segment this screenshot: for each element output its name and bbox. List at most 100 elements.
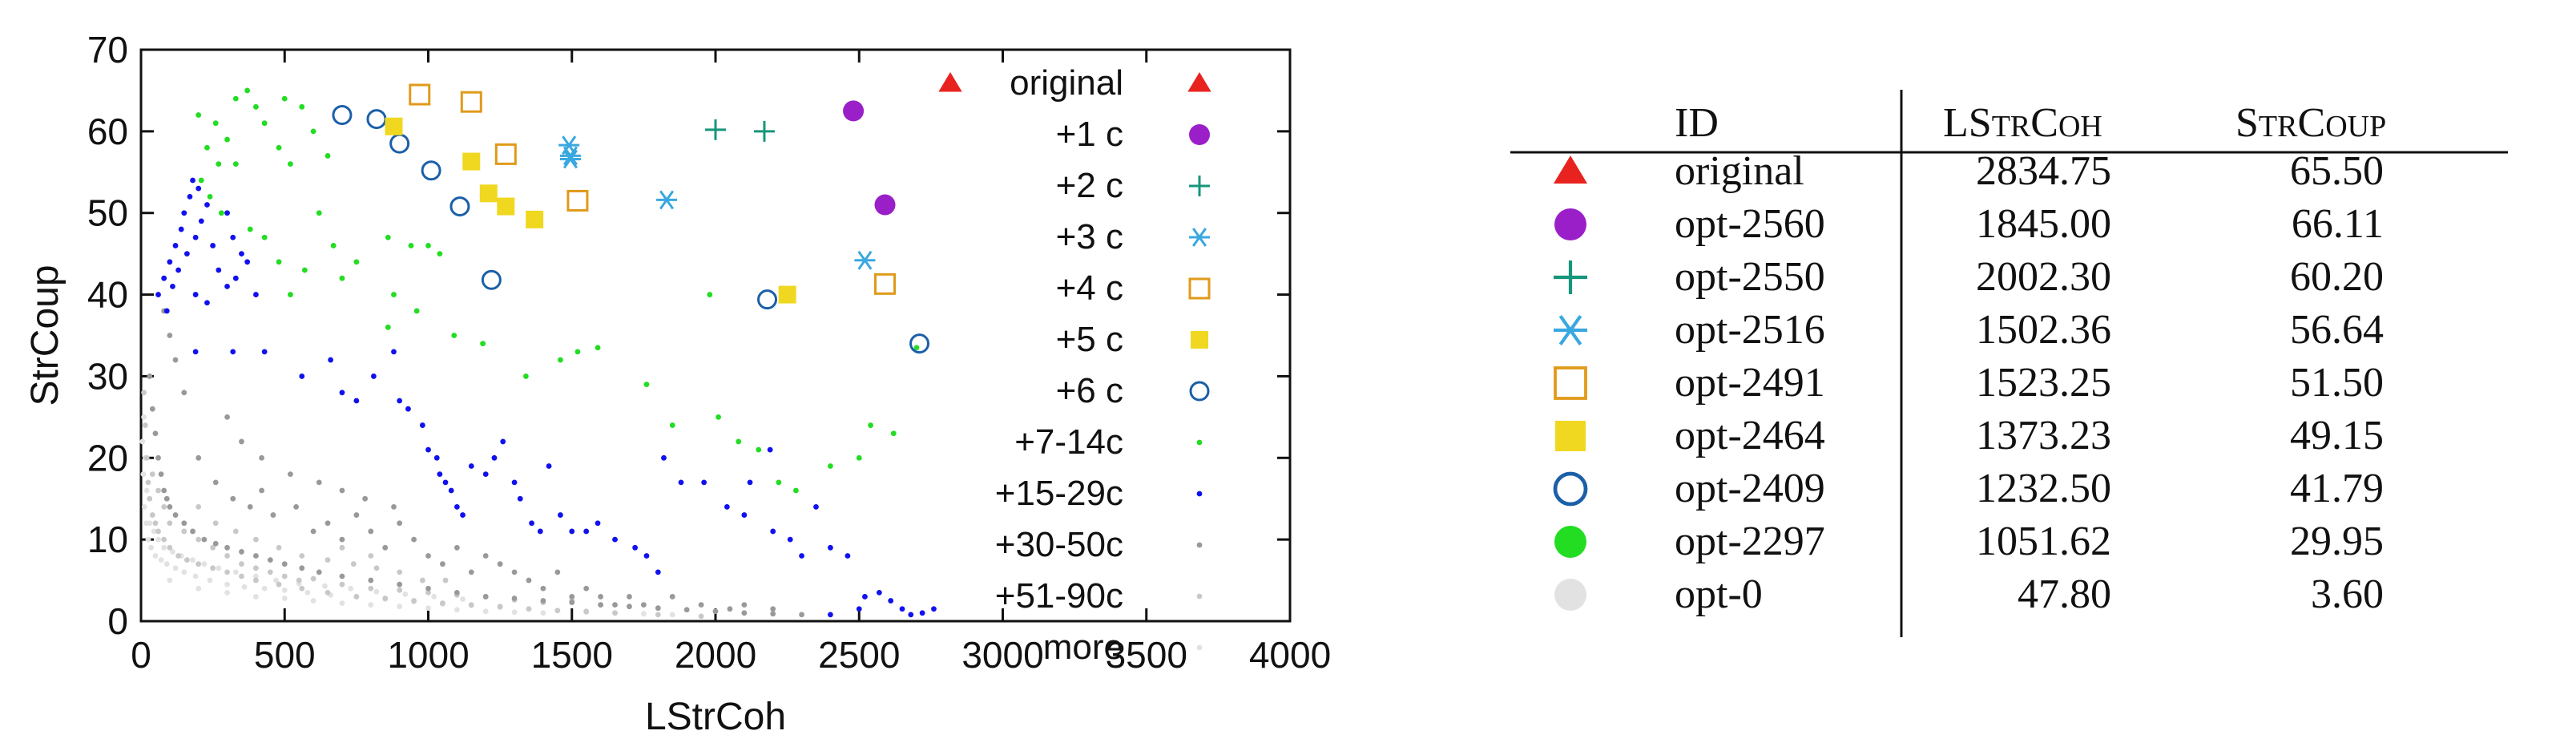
data-point xyxy=(339,390,345,396)
cell-strcoup: 60.20 xyxy=(2290,254,2384,300)
data-point xyxy=(517,495,523,502)
cell-strcoup: 66.11 xyxy=(2292,201,2384,247)
data-point xyxy=(741,512,748,518)
data-point xyxy=(141,414,147,420)
data-point xyxy=(537,528,543,535)
cell-strcoup: 49.15 xyxy=(2290,413,2384,458)
data-point xyxy=(741,602,748,608)
data-point xyxy=(522,373,529,379)
data-point xyxy=(419,422,425,428)
data-point xyxy=(339,581,345,587)
data-point xyxy=(155,536,161,543)
data-point xyxy=(147,520,153,527)
data-point xyxy=(276,581,282,587)
data-point xyxy=(497,604,503,610)
data-point xyxy=(210,243,216,248)
data-point xyxy=(167,544,173,551)
data-point xyxy=(627,594,632,600)
data-point xyxy=(149,406,155,412)
data-point xyxy=(409,83,431,106)
cell-lstrcoh: 47.80 xyxy=(2018,571,2111,617)
data-point xyxy=(192,349,199,355)
header-id: ID xyxy=(1675,100,1719,146)
data-point xyxy=(212,540,219,547)
data-point xyxy=(643,553,650,559)
data-point xyxy=(569,594,575,600)
data-point xyxy=(468,463,474,469)
cell-strcoup: 65.50 xyxy=(2290,148,2384,194)
data-point xyxy=(698,613,704,620)
data-point xyxy=(247,226,253,232)
data-point xyxy=(288,161,293,168)
data-point xyxy=(299,373,305,379)
legend-label: +30-50c xyxy=(995,525,1123,564)
data-point xyxy=(310,528,316,535)
cell-lstrcoh: 1845.00 xyxy=(1976,201,2111,247)
data-point xyxy=(753,120,775,142)
data-point xyxy=(339,536,345,543)
legend-label: +3 c xyxy=(1056,217,1123,256)
legend-marker xyxy=(1196,491,1203,497)
data-point xyxy=(224,569,230,575)
data-point xyxy=(253,536,259,543)
data-point xyxy=(267,557,273,563)
data-point xyxy=(828,612,833,618)
data-point xyxy=(207,577,213,583)
data-point xyxy=(149,471,155,478)
data-point xyxy=(554,569,561,575)
data-point xyxy=(454,504,460,510)
legend-label: +5 c xyxy=(1056,320,1123,359)
data-point xyxy=(175,267,182,273)
data-point xyxy=(140,471,147,478)
data-point xyxy=(167,259,173,265)
x-tick-label: 1500 xyxy=(531,634,613,676)
cell-lstrcoh: 1373.23 xyxy=(1976,413,2111,458)
data-point xyxy=(239,251,244,257)
data-point xyxy=(598,602,603,608)
data-point xyxy=(854,250,876,270)
data-point xyxy=(353,259,360,265)
data-point xyxy=(198,218,204,224)
data-point xyxy=(187,193,193,200)
data-point xyxy=(559,146,581,166)
data-point xyxy=(141,390,147,396)
data-point xyxy=(770,606,776,612)
row-marker xyxy=(1554,526,1586,558)
cell-id: opt-2409 xyxy=(1675,466,1825,511)
data-point xyxy=(281,95,288,102)
data-point xyxy=(152,520,159,527)
row-marker xyxy=(1554,208,1586,240)
data-point xyxy=(152,430,159,437)
legend-marker xyxy=(1189,176,1210,196)
scatter-plot: 0 500 1000 1500 2000 2500 3000 3500 4000 0 10 20 30 4… xyxy=(24,29,1331,738)
data-point xyxy=(181,210,187,216)
data-point xyxy=(698,602,704,608)
data-point xyxy=(890,430,897,437)
data-point xyxy=(856,606,862,612)
data-point xyxy=(460,512,466,518)
data-point xyxy=(353,512,360,518)
data-point xyxy=(339,544,345,551)
data-point xyxy=(440,600,445,606)
x-tick-label: 4000 xyxy=(1249,634,1331,676)
data-point xyxy=(627,604,632,610)
data-point xyxy=(161,544,167,551)
data-point xyxy=(155,454,161,461)
legend-marker xyxy=(1189,381,1210,402)
data-point xyxy=(288,292,293,297)
data-point xyxy=(402,591,409,597)
data-point xyxy=(247,504,253,510)
data-point xyxy=(196,504,202,510)
data-point xyxy=(362,495,369,502)
data-point xyxy=(232,528,239,535)
data-point xyxy=(142,422,148,428)
data-point xyxy=(385,234,391,240)
data-point xyxy=(155,487,161,494)
data-point xyxy=(328,357,334,363)
data-point xyxy=(397,520,403,527)
data-point xyxy=(172,243,179,248)
table-row: original 2834.75 65.50 xyxy=(1554,148,2384,194)
data-point xyxy=(163,308,170,314)
data-point xyxy=(281,596,288,601)
data-point xyxy=(479,184,498,203)
